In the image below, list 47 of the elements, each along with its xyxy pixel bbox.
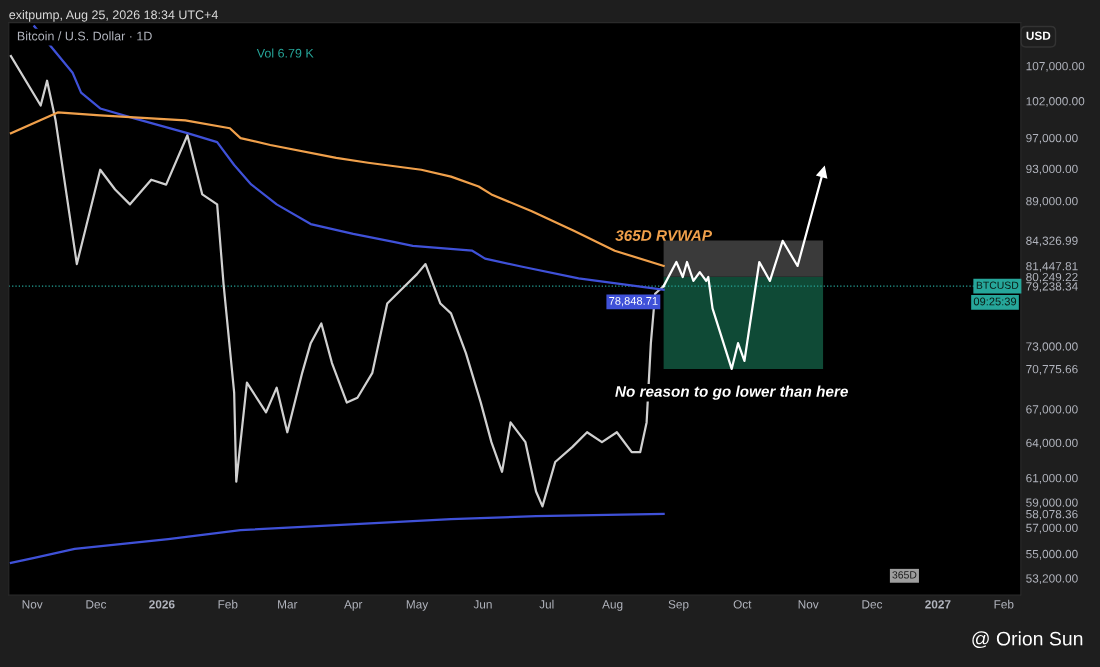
y-tick-label: 73,000.00 <box>1026 342 1078 353</box>
y-tick-label: 70,775.66 <box>1026 364 1078 375</box>
x-tick-label: Jul <box>539 599 554 609</box>
series-label: 365D RVWAP <box>615 230 713 241</box>
text: Bitcoin / U.S. Dollar · 1D <box>17 31 152 41</box>
y-tick-label: 89,000.00 <box>1026 197 1078 207</box>
y-tick-label: 79,238.34 <box>1026 282 1078 292</box>
x-tick-label: Apr <box>344 600 363 611</box>
y-tick-label: 80,249.22 <box>1026 272 1078 283</box>
annotation: 09:25:39 <box>973 297 1017 306</box>
x-tick-label: Sep <box>668 600 689 611</box>
annotation: Vol 6.79 K <box>256 48 314 58</box>
y-tick-label: 59,000.00 <box>1026 498 1078 509</box>
text: exitpump, Aug 25, 2026 18:34 UTC+4 <box>9 10 218 22</box>
x-tick-label: 2026 <box>149 600 175 609</box>
y-tick-label: 102,000.00 <box>1026 97 1085 107</box>
ref-line-label: BTCUSD <box>976 281 1019 289</box>
x-tick-label: Dec <box>86 600 107 609</box>
annotation: No reason to go lower than here <box>615 385 848 400</box>
line-series <box>9 512 665 564</box>
x-tick-label: May <box>406 600 429 611</box>
y-tick-label: 67,000.00 <box>1026 405 1078 415</box>
y-tick-label: 97,000.00 <box>1026 133 1078 144</box>
data-label: 78,848.71 <box>609 296 658 307</box>
y-tick-label: 57,000.00 <box>1026 523 1078 534</box>
y-tick-label: 84,326.99 <box>1026 236 1078 247</box>
x-tick-label: 2027 <box>925 600 951 609</box>
x-tick-label: Dec <box>862 600 883 609</box>
y-tick-label: 64,000.00 <box>1026 438 1078 449</box>
y-tick-label: 58,078.36 <box>1026 509 1078 520</box>
text: @ Orion Sun <box>972 631 1083 649</box>
x-tick-label: Nov <box>22 600 43 609</box>
y-tick-label: 61,000.00 <box>1026 473 1078 484</box>
x-tick-label: Mar <box>278 600 298 609</box>
y-tick-label: 93,000.00 <box>1026 164 1078 175</box>
annotation: 365D <box>892 571 917 579</box>
y-axis-title: USD <box>1026 31 1051 40</box>
y-tick-label: 55,000.00 <box>1026 549 1078 560</box>
x-tick-label: Jun <box>473 600 492 609</box>
x-tick-label: Oct <box>733 600 752 609</box>
x-tick-label: Nov <box>798 600 819 609</box>
y-tick-label: 107,000.00 <box>1026 61 1085 72</box>
y-tick-label: 81,447.81 <box>1026 262 1078 272</box>
y-tick-label: 53,200.00 <box>1026 574 1078 585</box>
x-tick-label: Feb <box>218 599 238 609</box>
x-tick-label: Feb <box>994 599 1014 609</box>
x-tick-label: Aug <box>602 600 623 611</box>
